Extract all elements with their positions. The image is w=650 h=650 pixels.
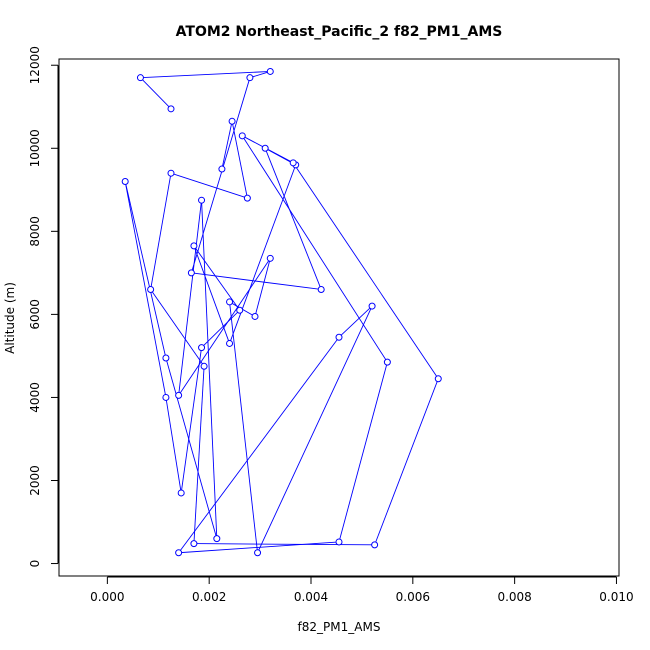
data-point — [162, 354, 170, 362]
data-point — [246, 74, 254, 82]
data-point — [368, 302, 376, 310]
series-segment — [150, 173, 172, 290]
data-point — [190, 242, 198, 250]
series-segment — [264, 148, 322, 290]
series-segment — [191, 272, 322, 290]
series-segment — [178, 541, 340, 554]
series-segment — [180, 347, 202, 494]
series-segment — [201, 200, 218, 539]
data-point — [198, 196, 206, 204]
y-tick-label: 4000 — [28, 382, 42, 413]
series-segment — [229, 164, 297, 344]
series-segment — [140, 71, 271, 79]
series-segment — [140, 77, 172, 110]
data-point — [261, 144, 269, 152]
series-segment — [170, 172, 248, 199]
data-point — [162, 393, 170, 401]
series-segment — [190, 77, 251, 273]
data-point — [238, 132, 246, 140]
series-segment — [178, 336, 340, 554]
series-segment — [231, 121, 248, 199]
series-segment — [292, 162, 439, 380]
series-segment — [241, 135, 388, 363]
data-point — [335, 333, 343, 341]
data-point — [236, 306, 244, 314]
y-tick-label: 12000 — [28, 46, 42, 84]
data-point — [136, 74, 144, 82]
series-segment — [165, 357, 218, 539]
x-tick-label: 0.000 — [90, 590, 124, 604]
data-point — [226, 339, 234, 347]
data-point — [167, 105, 175, 113]
series-lines — [124, 71, 439, 554]
data-point — [251, 312, 259, 320]
data-point — [371, 541, 379, 549]
data-point — [175, 391, 183, 399]
y-tick-label: 0 — [28, 560, 42, 568]
data-point — [200, 362, 208, 370]
series-segment — [249, 71, 271, 79]
data-point — [213, 535, 221, 543]
data-point — [147, 285, 155, 293]
series-segment — [193, 543, 375, 546]
data-point — [383, 358, 391, 366]
series-segment — [338, 362, 388, 543]
series-points — [121, 67, 442, 557]
series-segment — [193, 245, 230, 344]
series-segment — [193, 245, 241, 311]
data-point — [228, 117, 236, 125]
x-tick-label: 0.004 — [294, 590, 328, 604]
x-tick-label: 0.008 — [497, 590, 531, 604]
data-point — [266, 254, 274, 262]
data-point — [226, 298, 234, 306]
series-segment — [124, 181, 167, 398]
data-point — [218, 165, 226, 173]
data-point — [121, 178, 129, 186]
series-segment — [178, 200, 202, 396]
x-tick-label: 0.002 — [192, 590, 226, 604]
data-point — [335, 538, 343, 546]
x-axis: 0.000 0.002 0.004 0.006 0.008 0.010 — [90, 576, 634, 604]
y-tick-label: 10000 — [28, 129, 42, 167]
series-segment — [229, 301, 258, 553]
x-axis-label: f82_PM1_AMS — [298, 620, 381, 634]
data-point — [254, 549, 262, 557]
data-point — [175, 549, 183, 557]
series-segment — [124, 181, 167, 359]
x-tick-label: 0.010 — [599, 590, 633, 604]
series-segment — [165, 397, 182, 494]
data-point — [243, 194, 251, 202]
data-point — [190, 540, 198, 548]
y-tick-label: 8000 — [28, 216, 42, 247]
chart-title: ATOM2 Northeast_Pacific_2 f82_PM1_AMS — [176, 24, 503, 40]
series-segment — [178, 258, 271, 396]
data-point — [289, 159, 297, 167]
series-segment — [374, 378, 439, 546]
y-tick-label: 2000 — [28, 465, 42, 496]
x-tick-label: 0.006 — [396, 590, 430, 604]
series-segment — [193, 366, 205, 544]
series-segment — [338, 305, 373, 338]
data-point — [187, 269, 195, 277]
data-point — [177, 489, 185, 497]
series-segment — [150, 289, 205, 367]
y-tick-label: 6000 — [28, 299, 42, 330]
plot-area-border — [58, 58, 620, 577]
series-segment — [257, 305, 373, 553]
data-point — [317, 285, 325, 293]
series-segment — [254, 258, 271, 317]
data-point — [266, 67, 274, 75]
data-point — [167, 169, 175, 177]
data-point — [198, 344, 206, 352]
y-axis: 0 2000 4000 6000 8000 10000 12000 — [28, 46, 59, 568]
y-axis-label: Altitude (m) — [3, 282, 17, 354]
data-point — [434, 375, 442, 383]
series-segment — [221, 121, 233, 170]
